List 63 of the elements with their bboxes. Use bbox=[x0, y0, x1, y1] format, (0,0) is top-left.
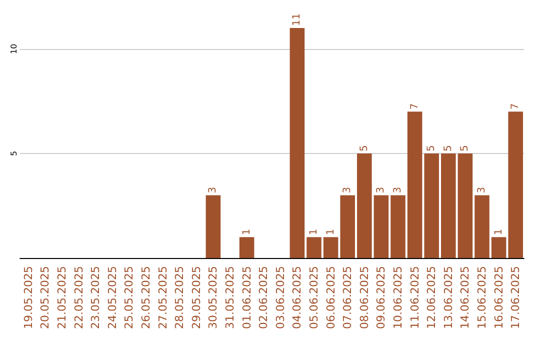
x-tick-label: 02.06.2025 bbox=[257, 266, 270, 330]
x-tick-label: 11.06.2025 bbox=[408, 266, 422, 330]
x-tick-label: 21.05.2025 bbox=[56, 266, 68, 330]
x-tick-label: 23.05.2025 bbox=[89, 266, 102, 330]
x-tick-label: 12.06.2025 bbox=[425, 266, 438, 330]
data-label: 1 bbox=[308, 228, 320, 236]
bar bbox=[239, 237, 254, 258]
x-tick-label: 10.06.2025 bbox=[392, 266, 404, 330]
x-tick-label: 27.05.2025 bbox=[156, 266, 170, 330]
x-tick-label: 07.06.2025 bbox=[341, 266, 354, 330]
x-tick-label: 13.06.2025 bbox=[442, 266, 455, 330]
data-label: 3 bbox=[376, 186, 387, 194]
data-label: 3 bbox=[208, 186, 219, 194]
x-tick-label: 19.05.2025 bbox=[22, 266, 35, 330]
bar bbox=[458, 153, 473, 258]
data-label: 7 bbox=[510, 103, 522, 110]
x-tick-label: 28.05.2025 bbox=[173, 266, 186, 330]
data-label: 7 bbox=[409, 103, 420, 110]
x-tick-label: 20.05.2025 bbox=[38, 266, 52, 330]
x-tick-label: 08.06.2025 bbox=[358, 266, 371, 330]
bar bbox=[474, 195, 490, 258]
x-tick-label: 15.06.2025 bbox=[476, 266, 488, 330]
data-label: 1 bbox=[493, 228, 504, 236]
x-tick-label: 03.06.2025 bbox=[274, 266, 287, 330]
x-tick-label: 22.05.2025 bbox=[72, 266, 86, 330]
x-tick-label: 30.05.2025 bbox=[206, 266, 220, 330]
bar bbox=[206, 195, 221, 258]
data-label: 3 bbox=[476, 186, 488, 194]
bar bbox=[390, 195, 406, 258]
bar bbox=[290, 28, 305, 258]
x-tick-label: 25.05.2025 bbox=[122, 266, 136, 330]
x-tick-label: 01.06.2025 bbox=[240, 266, 254, 330]
bar bbox=[357, 153, 372, 258]
bar bbox=[407, 112, 422, 258]
data-label: 5 bbox=[442, 145, 454, 152]
bar bbox=[374, 195, 389, 258]
data-label: 5 bbox=[358, 145, 370, 152]
bar bbox=[340, 195, 355, 258]
bar bbox=[424, 153, 439, 258]
x-tick-label: 26.05.2025 bbox=[140, 266, 152, 330]
x-tick-label: 17.06.2025 bbox=[509, 266, 522, 330]
x-tick-label: 24.05.2025 bbox=[106, 266, 119, 330]
y-tick-label: 10 bbox=[10, 44, 18, 54]
bar bbox=[306, 237, 322, 258]
x-tick-label: 16.06.2025 bbox=[492, 266, 506, 330]
bar bbox=[441, 153, 456, 258]
data-label: 5 bbox=[460, 145, 471, 152]
data-label: 5 bbox=[426, 145, 438, 152]
data-label: 3 bbox=[392, 186, 404, 194]
bar bbox=[508, 112, 523, 258]
data-label: 11 bbox=[292, 13, 303, 26]
x-tick-label: 06.06.2025 bbox=[324, 266, 338, 330]
x-tick-label: 04.06.2025 bbox=[290, 266, 304, 330]
x-tick-label: 09.06.2025 bbox=[374, 266, 388, 330]
data-label: 3 bbox=[342, 186, 354, 194]
x-tick-label: 31.05.2025 bbox=[224, 266, 236, 330]
x-tick-label: 29.05.2025 bbox=[190, 266, 203, 330]
x-tick-label: 05.06.2025 bbox=[308, 266, 320, 330]
bar bbox=[491, 237, 506, 258]
x-tick-label: 14.06.2025 bbox=[458, 266, 472, 330]
data-label: 1 bbox=[325, 228, 336, 236]
bar bbox=[323, 237, 338, 258]
data-label: 1 bbox=[241, 228, 252, 236]
